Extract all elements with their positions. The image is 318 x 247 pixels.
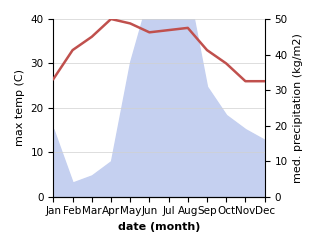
Y-axis label: med. precipitation (kg/m2): med. precipitation (kg/m2) xyxy=(293,33,303,183)
Y-axis label: max temp (C): max temp (C) xyxy=(15,69,25,146)
X-axis label: date (month): date (month) xyxy=(118,222,200,232)
